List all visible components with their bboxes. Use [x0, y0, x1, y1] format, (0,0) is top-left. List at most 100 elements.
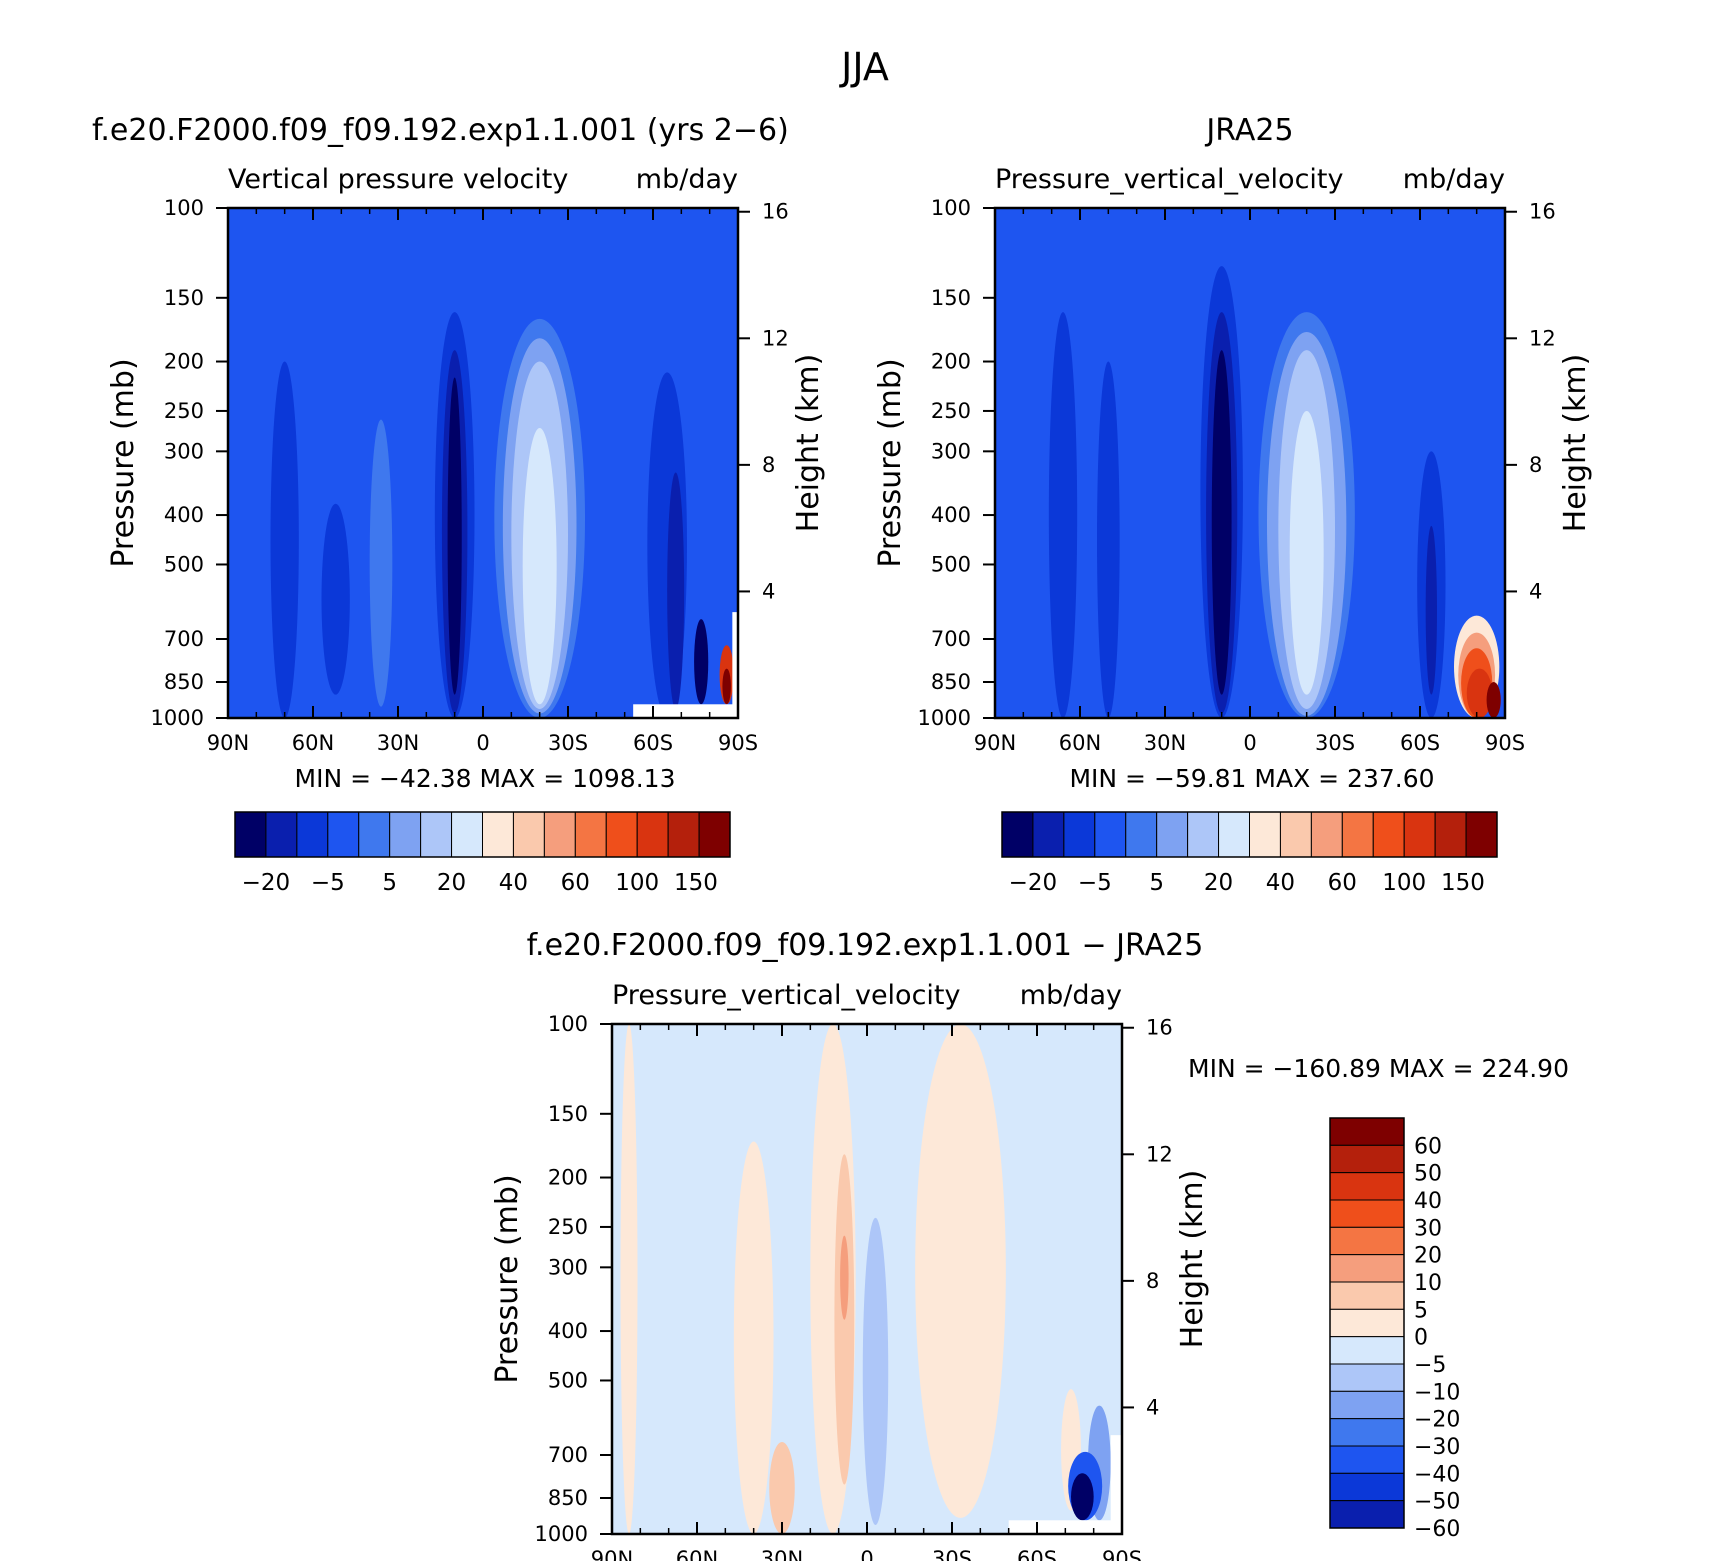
y2-tick-label: 4 [1146, 1395, 1159, 1419]
x-tick-label: 30N [761, 1547, 803, 1561]
x-tick-label: 30N [1144, 731, 1186, 755]
colorbar-box [1218, 811, 1250, 858]
colorbar-box [667, 811, 700, 858]
x-tick-label: 30S [1315, 731, 1355, 755]
y-tick-label: 200 [931, 350, 971, 374]
contour-region [369, 419, 393, 707]
panel-subtitle-variable: Pressure_vertical_velocity [612, 980, 961, 1011]
contour-region [1097, 361, 1120, 718]
x-tick-label: 90S [1102, 1547, 1142, 1561]
min-max-label: MIN = −59.81 MAX = 237.60 [1069, 764, 1434, 793]
y-tick-label: 500 [548, 1368, 588, 1392]
contour-region [667, 472, 685, 709]
colorbar-box [265, 811, 298, 858]
panel-subtitle-units: mb/day [1020, 980, 1122, 1011]
colorbar-box [574, 811, 607, 858]
colorbar-label: −5 [1414, 1353, 1446, 1378]
panel-subtitle-units: mb/day [1403, 164, 1505, 195]
panel-subtitle-variable: Vertical pressure velocity [228, 164, 568, 195]
contour-region [694, 619, 709, 705]
y-tick-label: 150 [548, 1102, 588, 1126]
colorbar-label: 60 [1414, 1134, 1442, 1159]
colorbar-box [1329, 1500, 1405, 1529]
x-tick-label: 60S [633, 731, 673, 755]
colorbar-box [1094, 811, 1127, 858]
colorbar-label: −5 [1078, 870, 1112, 896]
colorbar-box [1329, 1445, 1405, 1474]
colorbar-box [543, 811, 576, 858]
y2-tick-label: 8 [762, 453, 775, 477]
y2-tick-label: 12 [762, 326, 789, 350]
colorbar-box [451, 811, 483, 858]
panel-difference: f.e20.F2000.f09_f09.192.exp1.1.001 − JRA… [490, 928, 1569, 1561]
colorbar-label: 50 [1414, 1162, 1442, 1187]
y2-axis-label: Height (km) [1558, 354, 1593, 533]
y-tick-label: 150 [931, 286, 971, 310]
plot-area [612, 1024, 1122, 1534]
colorbar-box [234, 811, 267, 858]
colorbar-box [1329, 1117, 1405, 1146]
y-tick-label: 700 [164, 627, 204, 651]
x-tick-label: 60N [676, 1547, 718, 1561]
min-max-label: MIN = −42.38 MAX = 1098.13 [295, 764, 676, 793]
colorbar-box [389, 811, 422, 858]
colorbar-label: 150 [674, 870, 718, 896]
y-tick-label: 250 [164, 399, 204, 423]
colorbar-label: −30 [1414, 1435, 1460, 1460]
y2-tick-label: 16 [1529, 200, 1556, 224]
y2-tick-label: 12 [1146, 1142, 1173, 1166]
colorbar-box [1125, 811, 1158, 858]
colorbar-box [1329, 1226, 1405, 1256]
contour-region [1289, 410, 1324, 695]
y2-tick-label: 4 [1529, 579, 1542, 603]
colorbar-label: 5 [382, 870, 397, 896]
colorbar-label: −20 [242, 870, 291, 896]
contour-region [522, 427, 557, 705]
colorbar-box [1329, 1418, 1405, 1447]
colorbar-box [636, 811, 669, 858]
x-tick-label: 90N [974, 731, 1016, 755]
contour-region [840, 1235, 849, 1320]
y-tick-label: 100 [548, 1012, 588, 1036]
colorbar-label: 40 [499, 870, 528, 896]
x-tick-label: 60N [292, 731, 334, 755]
colorbar-label: −50 [1414, 1490, 1460, 1515]
colorbar-box [1279, 811, 1312, 858]
y-tick-label: 100 [164, 196, 204, 220]
colorbar-box [1063, 811, 1096, 858]
x-tick-label: 60S [1400, 731, 1440, 755]
colorbar-box [1329, 1390, 1405, 1420]
colorbar-label: 40 [1414, 1189, 1442, 1214]
colorbar-label: −10 [1414, 1380, 1460, 1405]
y2-tick-label: 16 [1146, 1016, 1173, 1040]
colorbar-label: 30 [1414, 1216, 1442, 1241]
colorbar-label: 150 [1441, 870, 1485, 896]
y-tick-label: 300 [548, 1255, 588, 1279]
colorbar-label: −20 [1009, 870, 1058, 896]
plot-area [228, 208, 738, 718]
colorbar-box [512, 811, 545, 858]
contour-region [620, 1024, 638, 1534]
colorbar-box [1187, 811, 1220, 858]
contour-region [447, 377, 462, 695]
colorbar-box [1310, 811, 1343, 858]
panel-subtitle-units: mb/day [636, 164, 738, 195]
colorbar-box [296, 811, 329, 858]
colorbar-box [1434, 811, 1467, 858]
panel-title: f.e20.F2000.f09_f09.192.exp1.1.001 − JRA… [527, 928, 1204, 963]
contour-region [862, 1217, 889, 1525]
y-tick-label: 400 [164, 503, 204, 527]
colorbar-box [482, 811, 514, 858]
colorbar-box [1329, 1144, 1405, 1174]
x-tick-label: 30N [377, 731, 419, 755]
colorbar-label: 20 [1414, 1244, 1442, 1269]
y2-tick-label: 12 [1529, 326, 1556, 350]
colorbar-box [358, 811, 391, 858]
colorbar-frame [1329, 1117, 1405, 1529]
colorbar-frame [1001, 811, 1498, 858]
figure-title: JJA [839, 45, 889, 89]
colorbar-box [1329, 1172, 1405, 1201]
missing-data-mask [732, 612, 738, 718]
y2-axis-label: Height (km) [791, 354, 826, 533]
